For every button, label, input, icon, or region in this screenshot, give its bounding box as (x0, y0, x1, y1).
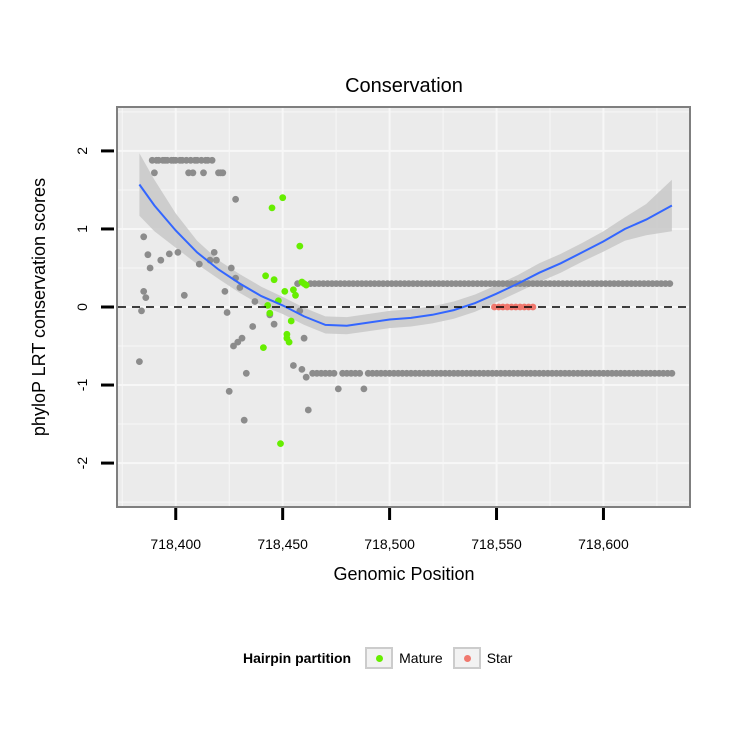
background-point-63 (304, 406, 312, 414)
mature-point-1 (262, 272, 269, 280)
background-point-62 (302, 373, 310, 381)
background-point-42 (223, 309, 231, 316)
background-point-51 (240, 416, 248, 424)
background-point-45 (230, 342, 237, 350)
background-point-56 (270, 320, 278, 328)
mature-point-15 (292, 291, 299, 299)
background-point-89 (360, 385, 368, 393)
legend-label-mature: Mature (399, 650, 443, 666)
mature-point-3 (266, 309, 274, 317)
x-tick-label-4: 718,600 (578, 536, 629, 552)
legend-dot-star (463, 655, 471, 662)
legend-dot-mature (376, 655, 384, 662)
background-points (136, 156, 676, 424)
background-point-5 (144, 251, 152, 259)
background-point-40 (219, 169, 227, 177)
mature-point-2 (264, 302, 272, 309)
star-point-9 (529, 303, 537, 311)
background-point-37 (213, 256, 220, 264)
background-point-3 (140, 233, 148, 241)
background-point-61 (300, 334, 308, 342)
x-tick-label-2: 718,500 (364, 536, 415, 552)
mature-point-4 (268, 204, 276, 212)
mature-point-7 (277, 440, 284, 447)
x-tick-label-1: 718,450 (257, 536, 308, 552)
background-point-54 (251, 298, 259, 305)
background-point-233 (668, 369, 676, 377)
legend: Hairpin partition Mature Star (243, 646, 522, 670)
background-point-4 (142, 294, 150, 301)
background-point-31 (200, 169, 207, 177)
background-point-57 (290, 362, 297, 369)
background-point-77 (334, 385, 342, 393)
x-tick-label-0: 718,400 (150, 536, 201, 552)
background-point-53 (249, 323, 257, 330)
x-axis-label: Genomic Position (333, 564, 474, 584)
background-point-2 (140, 288, 148, 295)
x-tick-label-3: 718,550 (471, 536, 522, 552)
background-point-43 (225, 387, 233, 395)
mature-point-5 (270, 276, 278, 284)
background-point-44 (227, 264, 235, 272)
legend-key-mature (365, 647, 394, 669)
mature-point-13 (287, 317, 295, 325)
background-point-8 (151, 169, 158, 177)
background-point-41 (221, 288, 229, 295)
y-axis-label: phyloP LRT conservation scores (29, 178, 49, 436)
background-point-75 (330, 369, 338, 377)
mature-point-14 (290, 286, 297, 294)
background-point-35 (208, 156, 216, 164)
background-point-52 (242, 369, 250, 377)
background-point-6 (146, 264, 154, 272)
background-point-26 (189, 169, 197, 177)
mature-point-8 (279, 194, 287, 202)
background-point-87 (356, 369, 364, 377)
mature-point-0 (260, 344, 267, 351)
legend-key-star (452, 647, 481, 669)
background-point-46 (232, 195, 240, 203)
mature-point-11 (283, 330, 291, 338)
background-point-232 (666, 280, 674, 287)
mature-points (260, 194, 310, 447)
background-point-0 (136, 358, 143, 365)
background-point-19 (174, 249, 182, 256)
mature-point-19 (302, 281, 310, 289)
mature-point-16 (296, 242, 304, 250)
background-point-11 (157, 256, 165, 264)
background-point-1 (138, 307, 145, 315)
background-point-49 (236, 284, 244, 291)
y-tick-label-1: -1 (74, 379, 90, 392)
background-point-50 (238, 334, 246, 342)
background-point-36 (210, 249, 218, 256)
legend-title: Hairpin partition (243, 650, 352, 666)
mature-point-9 (281, 288, 289, 295)
x-axis: 718,400 718,450 718,500 718,550 718,600 (150, 508, 629, 552)
background-point-22 (180, 291, 188, 299)
smooth-curve (138, 183, 673, 327)
y-tick-label-2: 0 (74, 303, 90, 311)
legend-label-star: Star (486, 650, 513, 666)
y-tick-label-0: -2 (74, 457, 90, 470)
background-point-15 (165, 250, 173, 258)
y-axis: -2 -1 0 1 2 (74, 147, 114, 470)
y-tick-label-4: 2 (74, 147, 90, 155)
mature-point-12 (285, 338, 293, 346)
y-tick-label-3: 1 (74, 225, 90, 233)
background-point-29 (195, 260, 203, 268)
chart-title: Conservation (345, 75, 463, 97)
smooth-line (138, 183, 673, 327)
background-point-60 (298, 366, 306, 373)
